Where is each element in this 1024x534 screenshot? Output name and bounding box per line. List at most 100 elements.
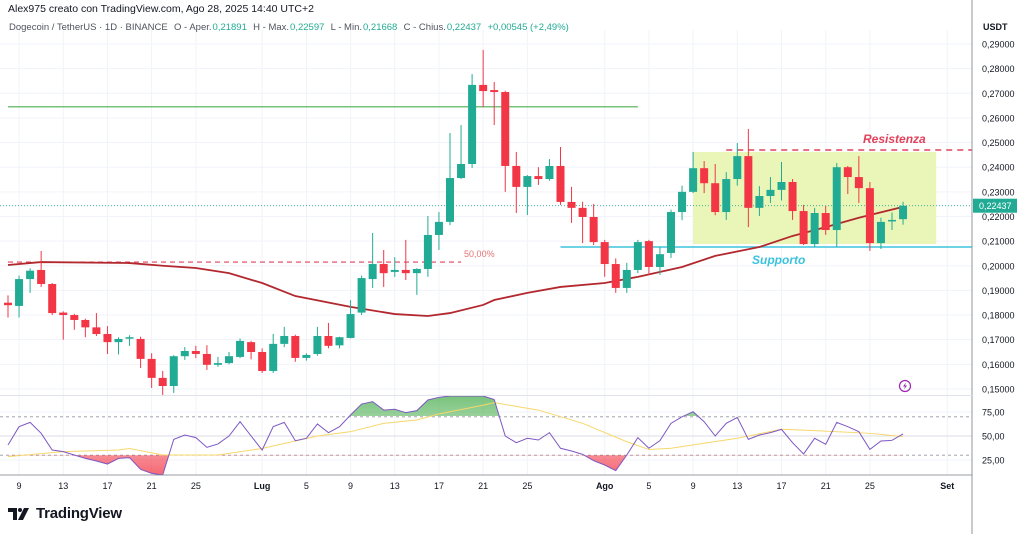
time-tick-label: 5 (646, 481, 651, 491)
candle-body (401, 269, 410, 274)
candle-body (600, 242, 609, 265)
candle (832, 163, 841, 248)
candle (810, 207, 819, 248)
candle (611, 258, 620, 293)
rsi-tick-label: 25,00 (982, 456, 1005, 466)
candle-body (633, 242, 642, 270)
candle-body (755, 196, 764, 208)
candle-body (291, 335, 300, 358)
price-tick-label: 0,25000 (982, 138, 1015, 148)
candle-body (490, 90, 499, 93)
time-tick-label: 17 (776, 481, 786, 491)
candle-body (202, 353, 211, 365)
candle-body (655, 254, 664, 267)
candle (788, 179, 797, 220)
price-tick-label: 0,17000 (982, 335, 1015, 345)
candle (103, 326, 112, 354)
time-tick-label: 21 (821, 481, 831, 491)
time-tick-label: 25 (522, 481, 532, 491)
candle-body (324, 335, 333, 346)
change-value: +0,00545 (+2,49%) (487, 22, 569, 33)
price-tick-label: 0,22000 (982, 212, 1015, 222)
candle (821, 205, 830, 235)
candle (545, 159, 554, 181)
candle (567, 186, 576, 223)
price-tick-label: 0,21000 (982, 237, 1015, 247)
candle-body (534, 176, 543, 180)
candle (125, 335, 134, 346)
price-tick-label: 0,16000 (982, 360, 1015, 370)
candle (733, 143, 742, 186)
candle (622, 262, 631, 293)
candle (357, 275, 366, 316)
moving-average-line (7, 205, 904, 317)
candle-body (379, 264, 388, 274)
candle-body (512, 165, 521, 187)
rsi-pane (0, 396, 972, 475)
close-value: 0,22437 (446, 22, 482, 33)
tradingview-logo-icon (8, 507, 29, 520)
candle (644, 239, 653, 275)
candle-body (611, 264, 620, 288)
candle (401, 239, 410, 281)
time-tick-label: Lug (254, 481, 271, 491)
candle-body (744, 156, 753, 208)
rsi-oversold-fill (8, 455, 904, 475)
time-tick-label: 17 (434, 481, 444, 491)
candle-body (711, 183, 720, 213)
time-tick-label: 13 (732, 481, 742, 491)
candle (678, 185, 687, 221)
candle (158, 370, 167, 397)
price-tick-label: 0,23000 (982, 187, 1015, 197)
candle (335, 336, 344, 349)
candle (711, 163, 720, 216)
candle-body (136, 338, 145, 359)
price-unit: USDT (983, 22, 1008, 32)
candle-body (457, 163, 466, 179)
candle-body (733, 156, 742, 180)
candle (247, 340, 256, 360)
rsi-overbought-fill (349, 396, 698, 416)
candle-body (567, 201, 576, 208)
candle (854, 156, 863, 203)
candle (501, 90, 510, 192)
grid-lines (0, 30, 972, 475)
candle-body (258, 352, 267, 371)
time-tick-label: Ago (596, 481, 614, 491)
support-label: Supporto (752, 253, 805, 267)
candle-body (622, 269, 631, 288)
symbol-name[interactable]: Dogecoin / TetherUS · 1D · BINANCE (9, 22, 168, 33)
time-tick-label: 5 (304, 481, 309, 491)
candle-body (247, 342, 256, 352)
candle-body (81, 319, 90, 328)
candle (412, 268, 421, 295)
candle-body (335, 337, 344, 346)
tradingview-logo[interactable]: TradingView (8, 505, 122, 522)
candle-body (810, 213, 819, 245)
candle (876, 217, 885, 250)
candle (368, 232, 377, 288)
candle (799, 204, 808, 246)
candle-body (225, 356, 233, 364)
time-tick-label: 25 (865, 481, 875, 491)
price-tick-label: 0,15000 (982, 384, 1015, 394)
candle (523, 175, 532, 216)
candle (225, 352, 233, 365)
candle-body (876, 221, 885, 244)
candle-body (556, 165, 565, 202)
price-tick-label: 0,27000 (982, 89, 1015, 99)
candle (479, 49, 488, 107)
candle (446, 132, 454, 226)
fib-50-label: 50,00% (464, 249, 495, 259)
candle (865, 181, 874, 251)
candle-body (147, 358, 156, 378)
chart-attribution: Alex975 creato con TradingView.com, Ago … (8, 3, 314, 15)
candle-body (390, 269, 399, 272)
candle (114, 337, 123, 355)
lightning-icon[interactable] (898, 379, 912, 393)
candle (556, 146, 565, 205)
candle (589, 203, 598, 246)
candle-body (700, 168, 709, 184)
rsi-ma-line (7, 402, 904, 458)
